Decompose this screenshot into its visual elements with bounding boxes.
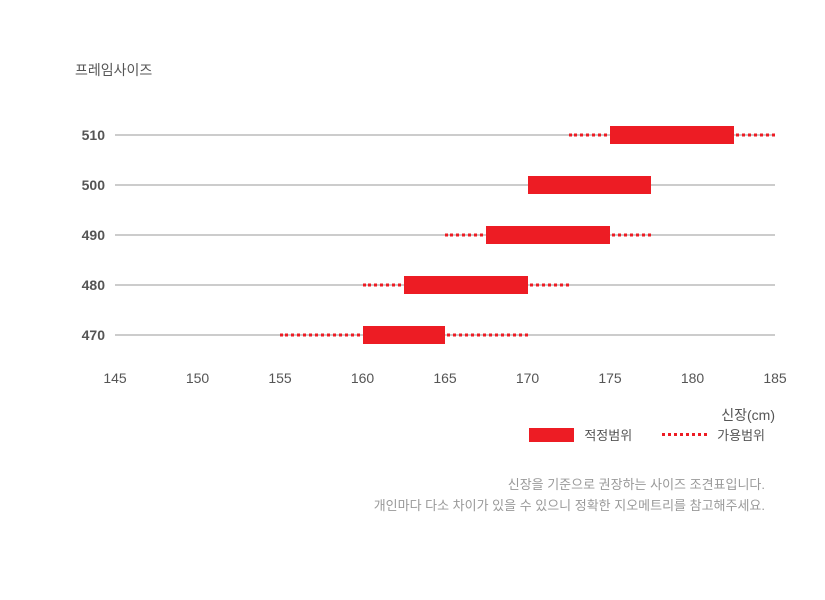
optimal-range-bar <box>363 326 446 344</box>
legend-item-optimal: 적정범위 <box>529 425 632 444</box>
optimal-range-bar <box>528 176 652 194</box>
x-axis-tick: 165 <box>433 370 456 386</box>
x-axis-tick: 175 <box>598 370 621 386</box>
footnote: 신장을 기준으로 권장하는 사이즈 조견표입니다. 개인마다 다소 차이가 있을… <box>374 475 765 517</box>
optimal-range-bar <box>404 276 528 294</box>
y-axis-label: 490 <box>65 227 105 243</box>
chart-row: 510 <box>115 110 775 160</box>
footnote-line-1: 신장을 기준으로 권장하는 사이즈 조견표입니다. <box>374 475 765 496</box>
legend-label-optimal: 적정범위 <box>584 425 632 444</box>
chart-row: 490 <box>115 210 775 260</box>
optimal-range-bar <box>486 226 610 244</box>
y-axis-label: 500 <box>65 177 105 193</box>
x-axis-tick: 170 <box>516 370 539 386</box>
legend-swatch-dotted <box>662 433 707 436</box>
y-axis-label: 470 <box>65 327 105 343</box>
chart-row: 500 <box>115 160 775 210</box>
chart-row: 480 <box>115 260 775 310</box>
y-axis-title: 프레임사이즈 <box>75 60 775 80</box>
frame-size-chart: 프레임사이즈 510500490480470 신장(cm) 1451501551… <box>75 60 775 410</box>
x-axis-tick: 160 <box>351 370 374 386</box>
x-axis-tick: 145 <box>103 370 126 386</box>
x-axis-tick: 180 <box>681 370 704 386</box>
legend: 적정범위 가용범위 <box>529 425 765 444</box>
chart-row: 470 <box>115 310 775 360</box>
footnote-line-2: 개인마다 다소 차이가 있을 수 있으니 정확한 지오메트리를 참고해주세요. <box>374 496 765 517</box>
x-axis-title: 신장(cm) <box>721 405 775 425</box>
x-axis-tick: 155 <box>268 370 291 386</box>
legend-swatch-solid <box>529 428 574 442</box>
x-axis-tick: 150 <box>186 370 209 386</box>
y-axis-label: 510 <box>65 127 105 143</box>
y-axis-label: 480 <box>65 277 105 293</box>
gridline <box>115 185 775 186</box>
plot-area: 510500490480470 <box>115 110 775 360</box>
x-axis-tick: 185 <box>763 370 786 386</box>
optimal-range-bar <box>610 126 734 144</box>
legend-item-available: 가용범위 <box>662 425 765 444</box>
x-axis: 신장(cm) 145150155160165170175180185 <box>115 370 775 410</box>
legend-label-available: 가용범위 <box>717 425 765 444</box>
